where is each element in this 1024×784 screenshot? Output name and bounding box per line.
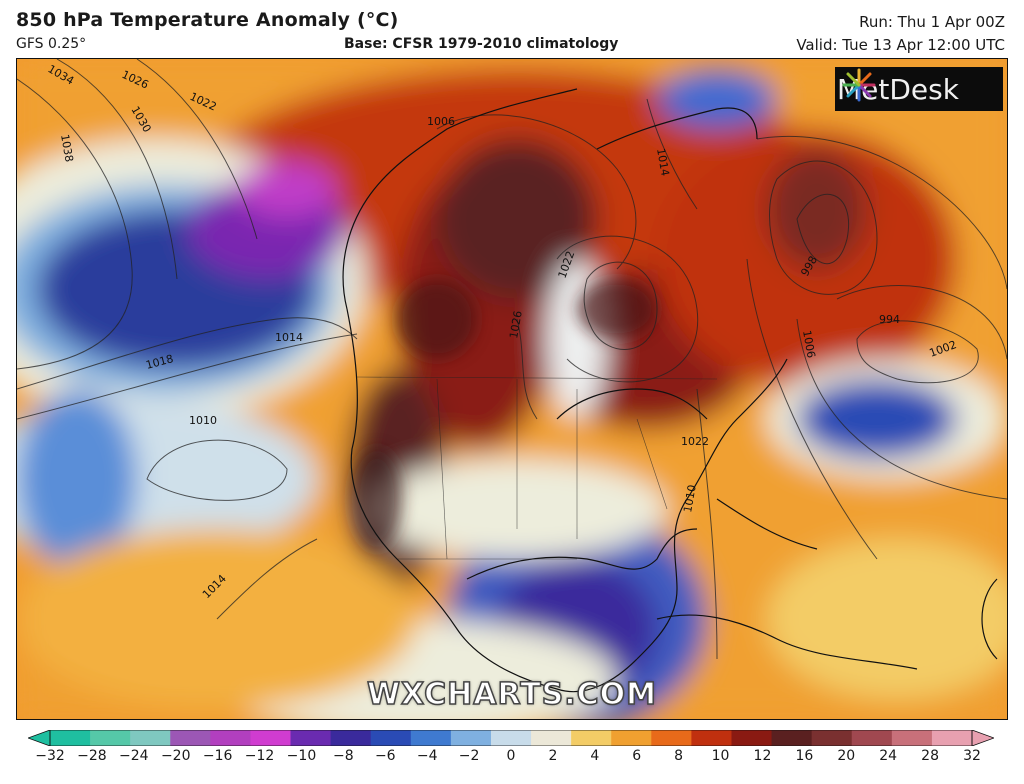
colorbar-segment (771, 730, 813, 746)
isobar-label: 1014 (654, 147, 672, 177)
isobar-label: 1038 (58, 133, 76, 163)
colorbar-segment (490, 730, 532, 746)
colorbar-tick-label: −28 (77, 748, 107, 764)
colorbar-tick-label: 2 (548, 748, 558, 764)
colorbar-tick-label: 32 (963, 748, 981, 764)
colorbar-segment (811, 730, 853, 746)
colorbar-ticks: −32 −28 −24 −20 −16 −12 −10 −8 −6 −4 −2 0 2 4 6 8 10 12 16… (0, 748, 1024, 778)
colorbar-tick-label: 10 (711, 748, 730, 764)
isobar-label: 1010 (681, 484, 699, 514)
metdesk-starburst-icon (842, 68, 876, 102)
colorbar-tick-label: −20 (160, 748, 191, 764)
colorbar (28, 730, 994, 746)
chart-title: 850 hPa Temperature Anomaly (°C) (16, 9, 399, 31)
colorbar-segment (290, 730, 332, 746)
model-label: GFS 0.25° (16, 36, 87, 52)
colorbar-tick-label: −16 (202, 748, 233, 764)
colorbar-segment (450, 730, 492, 746)
colorbar-segment (330, 730, 372, 746)
colorbar-tick-label: 28 (921, 748, 939, 764)
climatology-base-label: Base: CFSR 1979-2010 climatology (344, 36, 619, 52)
colorbar-segment (691, 730, 733, 746)
wxcharts-watermark: WXCHARTS.COM (366, 676, 658, 713)
colorbar-tick-label: 24 (879, 748, 898, 764)
colorbar-tick-label: 20 (837, 748, 856, 764)
colorbar-segment (531, 730, 572, 746)
colorbar-segment (611, 730, 652, 746)
colorbar-tick-label: 8 (674, 748, 684, 764)
colorbar-tick-label: −12 (244, 748, 275, 764)
isobar-label: 1014 (275, 331, 303, 344)
colorbar-segment (891, 730, 933, 746)
isobar-label: 1010 (189, 414, 217, 427)
anomaly-field (17, 59, 1007, 719)
colorbar-segment (130, 730, 171, 746)
colorbar-segment (931, 730, 973, 746)
colorbar-segment (170, 730, 211, 746)
isobar-label: 1022 (681, 435, 709, 448)
anomaly-detail (352, 279, 657, 549)
colorbar-segment (731, 730, 773, 746)
coastlines (342, 88, 998, 693)
colorbar-tick-label: 0 (506, 748, 516, 764)
colorbar-tick-label: −4 (416, 748, 438, 764)
isobar-label: 1006 (800, 329, 818, 359)
colorbar-tick-label: −32 (35, 748, 65, 764)
colorbar-tick-label: 12 (753, 748, 772, 764)
colorbar-segment (250, 730, 292, 746)
colorbar-tick-label: 16 (795, 748, 814, 764)
colorbar-segment (571, 730, 612, 746)
isobar-label: 1006 (427, 115, 455, 128)
colorbar-tick-label: −10 (286, 748, 317, 764)
isobar-lines (17, 59, 1007, 660)
colorbar-max-arrow (971, 730, 994, 746)
map-canvas: 1034 1026 1022 1030 1038 1006 1014 1022 … (17, 59, 1007, 719)
colorbar-segment (50, 730, 91, 746)
colorbar-segment (651, 730, 692, 746)
valid-time-label: Valid: Tue 13 Apr 12:00 UTC (796, 36, 1005, 54)
header: 850 hPa Temperature Anomaly (°C) GFS 0.2… (0, 0, 1024, 60)
run-time-label: Run: Thu 1 Apr 00Z (859, 13, 1005, 31)
borders (356, 376, 718, 560)
anomaly-map[interactable]: 1034 1026 1022 1030 1038 1006 1014 1022 … (16, 58, 1008, 720)
colorbar-tick-label: 4 (590, 748, 600, 764)
metdesk-logo: MetDesk (835, 67, 1003, 111)
colorbar-segment (851, 730, 893, 746)
colorbar-min-arrow (28, 730, 51, 746)
colorbar-tick-label: 6 (632, 748, 642, 764)
colorbar-segment (210, 730, 252, 746)
colorbar-segment (370, 730, 412, 746)
colorbar-segment (90, 730, 131, 746)
colorbar-tick-label: −6 (374, 748, 396, 764)
metdesk-logo-text: MetDesk (837, 72, 959, 106)
colorbar-tick-label: −24 (119, 748, 149, 764)
isobar-label: 994 (879, 313, 900, 326)
colorbar-segment (410, 730, 452, 746)
colorbar-tick-label: −8 (333, 748, 354, 764)
colorbar-tick-label: −2 (458, 748, 480, 764)
isobar-label: 1026 (507, 310, 525, 340)
